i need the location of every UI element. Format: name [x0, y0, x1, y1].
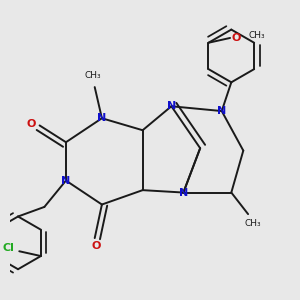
Text: Cl: Cl	[3, 243, 14, 253]
Text: O: O	[91, 242, 101, 251]
Text: N: N	[167, 101, 176, 111]
Text: CH₃: CH₃	[244, 219, 261, 228]
Text: N: N	[179, 188, 188, 197]
Text: O: O	[231, 33, 241, 43]
Text: CH₃: CH₃	[248, 31, 265, 40]
Text: CH₃: CH₃	[84, 70, 101, 80]
Text: N: N	[217, 106, 226, 116]
Text: O: O	[26, 119, 36, 129]
Text: N: N	[61, 176, 70, 186]
Text: N: N	[97, 113, 106, 123]
